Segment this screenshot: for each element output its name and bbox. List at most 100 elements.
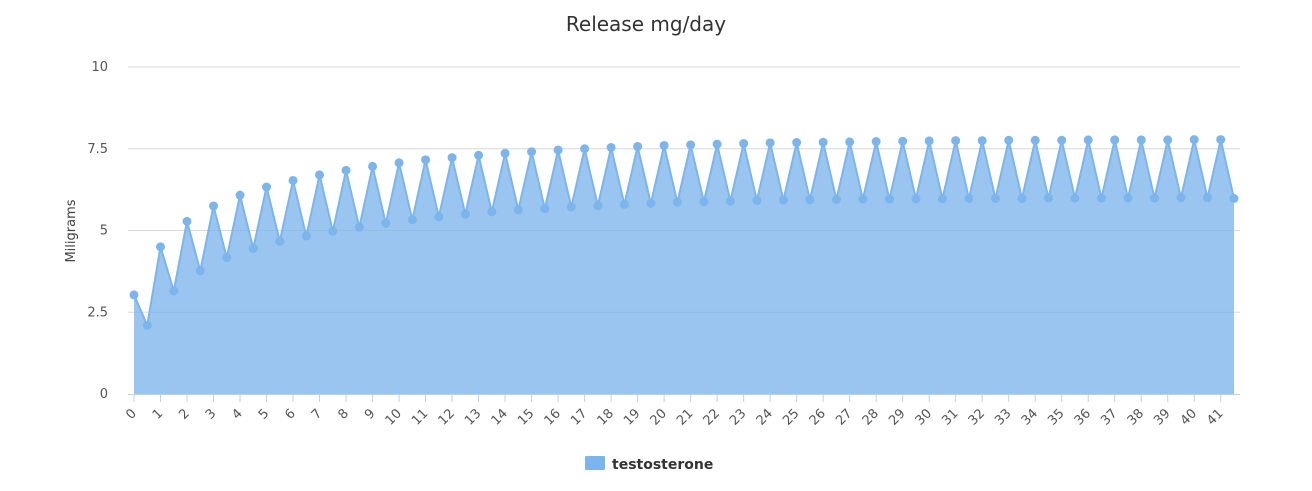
data-point <box>328 226 338 236</box>
data-point <box>752 195 762 205</box>
x-tick-label: 4 <box>229 406 245 422</box>
x-tick-label: 31 <box>939 406 961 428</box>
data-point <box>421 155 431 165</box>
x-tick-label: 27 <box>833 406 855 428</box>
data-point <box>911 194 921 204</box>
x-tick-label: 6 <box>282 406 298 422</box>
data-point <box>805 195 815 205</box>
x-tick-label: 22 <box>701 406 723 428</box>
data-point <box>1189 135 1199 145</box>
legend-swatch-testosterone[interactable] <box>585 456 605 470</box>
data-point <box>156 242 166 252</box>
y-axis-label: Miligrams <box>64 199 79 262</box>
data-point <box>977 136 987 146</box>
data-point <box>235 190 245 200</box>
data-point <box>434 212 444 222</box>
data-point <box>858 194 868 204</box>
x-tick-label: 23 <box>727 406 749 428</box>
data-point <box>1004 135 1014 145</box>
x-tick-label: 15 <box>515 406 537 428</box>
data-point <box>487 207 497 217</box>
data-point <box>937 194 947 204</box>
x-tick-label: 14 <box>489 406 511 428</box>
data-point <box>1057 135 1067 145</box>
data-point <box>315 170 325 180</box>
x-axis: 0 1 2 3 4 5 6 7 8 9 10 11 12 13 14 15 16 17 18 19 20 21 22 23 24… <box>123 394 1240 429</box>
data-point <box>381 218 391 228</box>
data-point <box>1229 193 1239 203</box>
x-tick-label: 26 <box>807 406 829 428</box>
data-point <box>646 198 656 208</box>
x-tick-label: 10 <box>383 406 405 428</box>
x-tick-label: 2 <box>176 406 192 422</box>
data-point <box>553 145 563 155</box>
x-tick-label: 17 <box>568 406 590 428</box>
data-point <box>209 201 219 211</box>
data-point <box>898 136 908 146</box>
data-point <box>169 286 179 296</box>
plot-area[interactable] <box>129 135 1239 394</box>
data-point <box>831 194 841 204</box>
data-point <box>871 137 881 147</box>
data-point <box>407 215 417 225</box>
legend-label-testosterone[interactable]: testosterone <box>612 457 713 473</box>
y-tick-label: 0 <box>100 387 108 402</box>
x-tick-label: 38 <box>1125 406 1147 428</box>
data-point <box>142 320 152 330</box>
data-point <box>633 141 643 151</box>
data-point <box>765 138 775 148</box>
data-point <box>500 148 510 158</box>
x-tick-label: 37 <box>1098 406 1120 428</box>
data-point <box>222 253 232 263</box>
x-tick-label: 24 <box>754 406 776 428</box>
data-point <box>951 136 961 146</box>
data-point <box>394 158 404 168</box>
x-tick-label: 1 <box>150 406 166 422</box>
data-point <box>1176 193 1186 203</box>
data-point <box>818 137 828 147</box>
data-point <box>1136 135 1146 145</box>
data-point <box>1163 135 1173 145</box>
data-point <box>712 139 722 149</box>
y-tick-label: 10 <box>91 60 108 75</box>
data-point <box>129 290 139 300</box>
data-point <box>195 266 205 276</box>
data-point <box>964 193 974 203</box>
data-point <box>1202 193 1212 203</box>
data-point <box>460 209 470 219</box>
x-tick-label: 8 <box>335 406 351 422</box>
x-tick-label: 9 <box>362 406 378 422</box>
data-point <box>619 199 629 209</box>
data-point <box>659 140 669 150</box>
data-point <box>513 205 523 215</box>
data-point <box>792 138 802 148</box>
series-line-testosterone <box>133 139 1235 329</box>
y-tick-label: 7.5 <box>87 142 108 157</box>
data-point <box>924 136 934 146</box>
data-point <box>725 196 735 206</box>
data-point <box>368 161 378 171</box>
data-point <box>1110 135 1120 145</box>
data-point <box>990 193 1000 203</box>
x-tick-label: 40 <box>1178 406 1200 428</box>
x-tick-label: 3 <box>203 406 219 422</box>
data-point <box>566 202 576 212</box>
x-tick-label: 35 <box>1045 406 1067 428</box>
x-tick-label: 39 <box>1151 406 1173 428</box>
x-tick-label: 32 <box>966 406 988 428</box>
x-tick-label: 20 <box>648 406 670 428</box>
data-point <box>606 142 616 152</box>
data-point <box>301 231 311 241</box>
x-tick-label: 18 <box>595 406 617 428</box>
data-point <box>739 139 749 149</box>
x-tick-label: 36 <box>1072 406 1094 428</box>
data-point <box>1070 193 1080 203</box>
legend[interactable]: testosterone <box>585 456 713 473</box>
data-point <box>1123 193 1133 203</box>
x-tick-label: 0 <box>123 406 139 422</box>
x-tick-label: 25 <box>780 406 802 428</box>
data-point <box>884 194 894 204</box>
data-point <box>248 243 258 253</box>
chart-title: Release mg/day <box>566 12 726 36</box>
